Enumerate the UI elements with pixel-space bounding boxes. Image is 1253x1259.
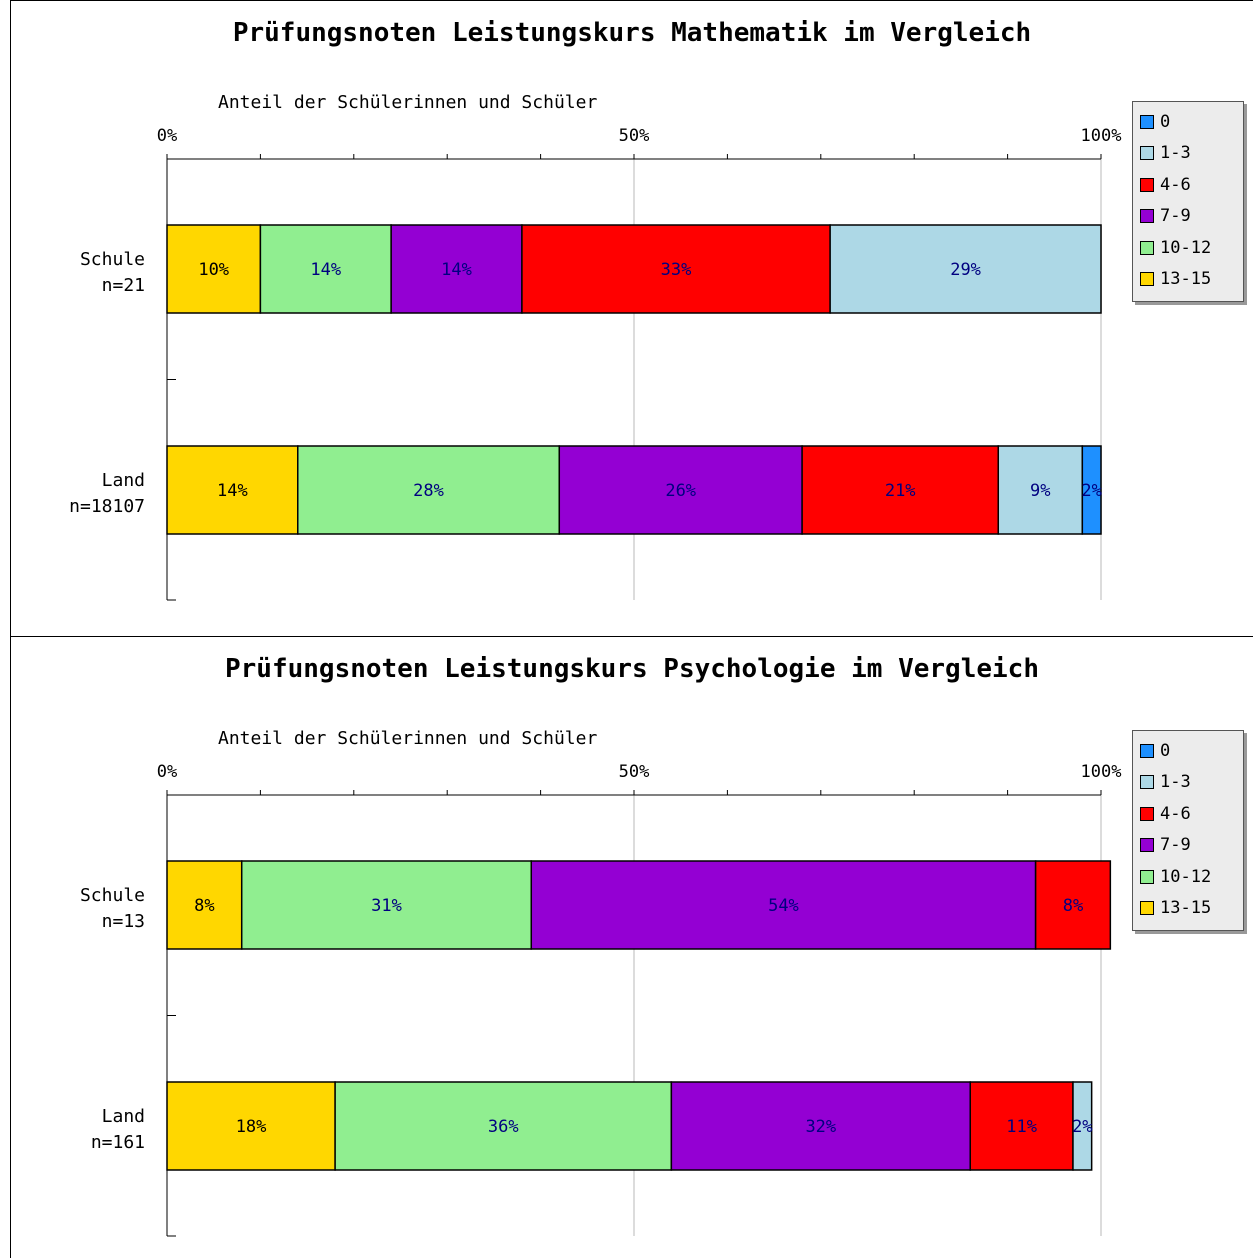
legend-label: 13-15 [1160, 269, 1212, 290]
legend-label: 0 [1160, 740, 1171, 761]
bar-segment [166, 224, 262, 314]
legend-item: 4-6 [1133, 169, 1243, 201]
legend-item: 0 [1133, 106, 1243, 138]
legend-label: 4-6 [1160, 174, 1191, 195]
legend-label: 1-3 [1160, 143, 1191, 164]
bar-segment [1081, 445, 1102, 535]
chart-title: Prüfungsnoten Leistungskurs Mathematik i… [233, 18, 1031, 48]
category-label: Schule [80, 885, 145, 906]
data-label: 26% [665, 481, 696, 501]
legend-item: 7-9 [1133, 830, 1243, 862]
data-label: 14% [310, 260, 341, 280]
legend-item: 7-9 [1133, 201, 1243, 233]
data-label: 18% [236, 1117, 267, 1137]
bar-segment [969, 1081, 1074, 1171]
legend-label: 1-3 [1160, 772, 1191, 793]
bar-segment [166, 445, 299, 535]
bar-segment [240, 860, 533, 950]
chart-panel-psychologie: Prüfungsnoten Leistungskurs Psychologie … [10, 636, 1253, 1258]
x-axis-label: Anteil der Schülerinnen und Schüler [218, 92, 597, 113]
bar-segment [558, 445, 803, 535]
legend-swatch [1140, 272, 1154, 287]
category-sublabel: n=21 [102, 275, 145, 296]
data-label: 31% [371, 896, 402, 916]
legend-swatch [1140, 838, 1154, 853]
legend-label: 10-12 [1160, 237, 1212, 258]
legend-swatch [1140, 240, 1154, 255]
legend-label: 7-9 [1160, 206, 1191, 227]
data-label: 32% [805, 1117, 836, 1137]
legend-swatch [1140, 806, 1154, 821]
x-tick-label: 0% [157, 126, 177, 146]
data-label: 9% [1030, 481, 1050, 501]
legend-item: 0 [1133, 735, 1243, 767]
bar-segment [259, 224, 392, 314]
legend-label: 0 [1160, 111, 1171, 132]
data-label: 2% [1081, 481, 1101, 501]
bar-segment [297, 445, 561, 535]
bar-segment [670, 1081, 971, 1171]
legend-swatch [1140, 869, 1154, 884]
bar-segment [801, 445, 1000, 535]
legend-label: 4-6 [1160, 803, 1191, 824]
category-label: Schule [80, 249, 145, 270]
x-tick-label: 100% [1081, 762, 1122, 782]
category-label: Land [102, 470, 145, 491]
legend-item: 13-15 [1133, 264, 1243, 296]
bar-segment [166, 1081, 336, 1171]
data-label: 8% [194, 896, 214, 916]
legend-label: 7-9 [1160, 835, 1191, 856]
legend-label: 13-15 [1160, 898, 1212, 919]
x-tick-label: 0% [157, 762, 177, 782]
data-label: 21% [885, 481, 916, 501]
legend-swatch [1140, 146, 1154, 161]
x-axis-label: Anteil der Schülerinnen und Schüler [218, 728, 597, 749]
data-label: 36% [488, 1117, 519, 1137]
legend-item: 10-12 [1133, 861, 1243, 893]
chart-panel-mathematik: Prüfungsnoten Leistungskurs Mathematik i… [10, 0, 1253, 637]
bar-segment [390, 224, 523, 314]
chart-svg-mathematik: Prüfungsnoten Leistungskurs Mathematik i… [69, 18, 1122, 601]
bar-segment [829, 224, 1102, 314]
data-label: 54% [768, 896, 799, 916]
legend-swatch [1140, 901, 1154, 916]
legend-item: 10-12 [1133, 232, 1243, 264]
data-label: 14% [441, 260, 472, 280]
legend-swatch [1140, 775, 1154, 790]
data-label: 14% [217, 481, 248, 501]
data-label: 11% [1006, 1117, 1037, 1137]
bar-segment [530, 860, 1037, 950]
bar-segment [1072, 1081, 1093, 1171]
chart-title: Prüfungsnoten Leistungskurs Psychologie … [225, 654, 1039, 684]
bar-segment [1034, 860, 1112, 950]
category-sublabel: n=161 [91, 1132, 145, 1153]
legend-mathematik: 0 1-3 4-6 7-9 10-12 13-15 [1132, 101, 1244, 302]
category-label: Land [102, 1106, 145, 1127]
legend-item: 1-3 [1133, 767, 1243, 799]
chart-svg-psychologie: Prüfungsnoten Leistungskurs Psychologie … [80, 654, 1122, 1237]
category-sublabel: n=13 [102, 911, 145, 932]
data-label: 29% [950, 260, 981, 280]
bar-segment [166, 860, 243, 950]
legend-swatch [1140, 209, 1154, 224]
data-label: 2% [1072, 1117, 1092, 1137]
legend-label: 10-12 [1160, 866, 1212, 887]
legend-swatch [1140, 177, 1154, 192]
x-tick-label: 50% [619, 126, 650, 146]
data-label: 33% [661, 260, 692, 280]
bar-segment [997, 445, 1084, 535]
x-tick-label: 100% [1081, 126, 1122, 146]
data-label: 10% [198, 260, 229, 280]
legend-item: 13-15 [1133, 893, 1243, 925]
legend-item: 4-6 [1133, 798, 1243, 830]
data-label: 8% [1063, 896, 1083, 916]
data-label: 28% [413, 481, 444, 501]
legend-swatch [1140, 743, 1154, 758]
x-tick-label: 50% [619, 762, 650, 782]
legend-swatch [1140, 114, 1154, 129]
category-sublabel: n=18107 [69, 496, 145, 517]
legend-psychologie: 0 1-3 4-6 7-9 10-12 13-15 [1132, 730, 1244, 931]
bar-segment [334, 1081, 673, 1171]
legend-item: 1-3 [1133, 138, 1243, 170]
